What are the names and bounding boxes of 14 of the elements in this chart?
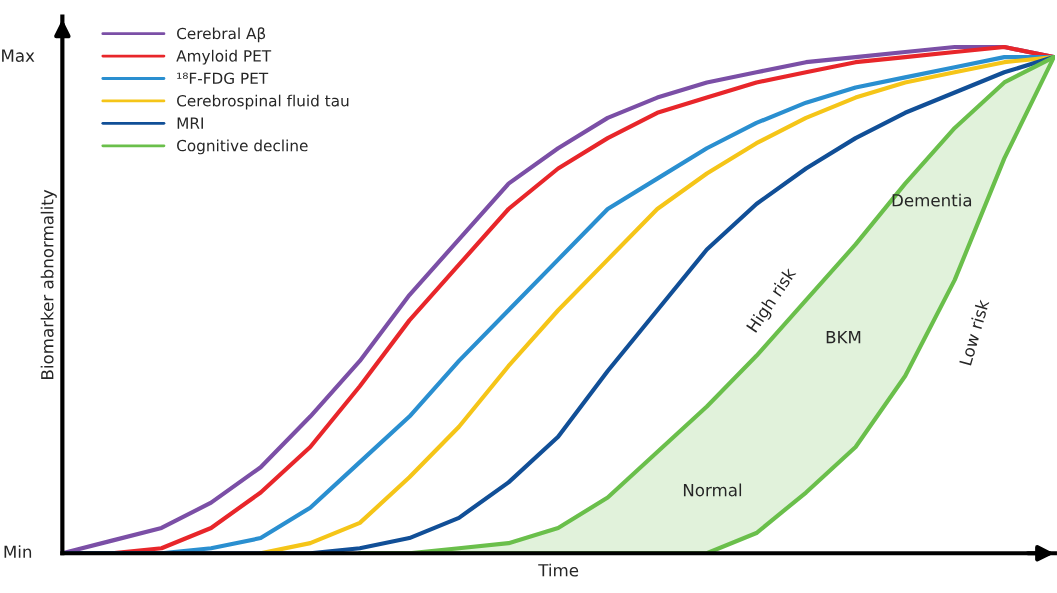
annotation: Low risk [958, 298, 990, 366]
annotation: Dementia [892, 193, 972, 207]
legend-label: Cerebrospinal fluid tau [177, 94, 349, 110]
legend-label: Cognitive decline [177, 139, 308, 155]
legend-label: ¹⁸F-FDG PET [177, 72, 269, 85]
annotation: BKM [826, 331, 861, 344]
legend-label: Cerebral Aβ [177, 27, 266, 43]
text: Min [4, 545, 32, 558]
text: Max [2, 49, 35, 62]
x-axis-title: Time [538, 563, 579, 577]
annotation: Normal [683, 483, 742, 497]
legend-label: MRI [177, 117, 203, 129]
legend-label: Amyloid PET [176, 49, 272, 65]
y-axis-title: Biomarker abnormality [40, 189, 57, 379]
